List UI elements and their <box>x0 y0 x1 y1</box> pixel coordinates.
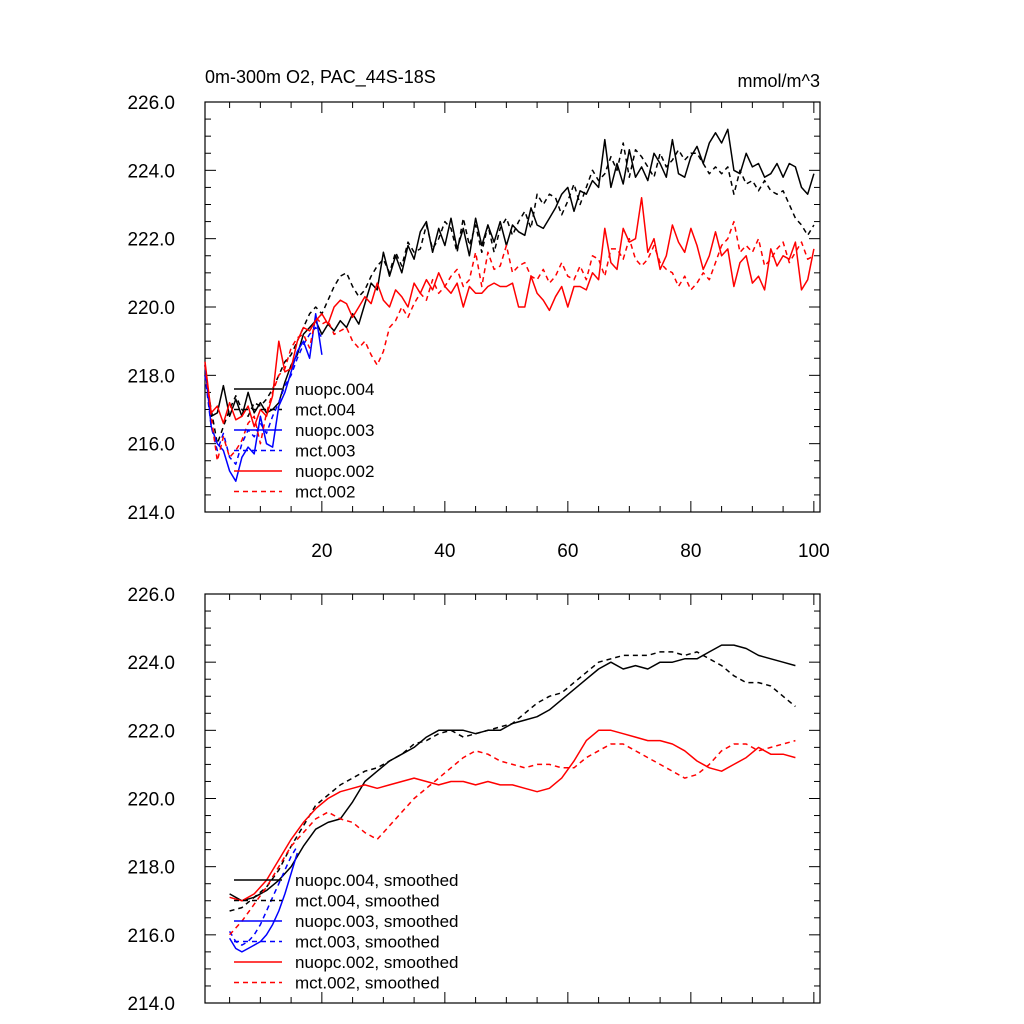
legend-label: mct.004 <box>295 401 355 420</box>
y-tick-label: 226.0 <box>127 585 175 606</box>
y-tick-label: 218.0 <box>127 366 175 387</box>
series-line-mct-002-smoothed <box>229 739 796 936</box>
series-line-mct-002 <box>204 220 815 462</box>
legend-label: nuopc.004, smoothed <box>295 871 459 890</box>
legend-label: mct.004, smoothed <box>295 892 440 911</box>
y-tick-label: 220.0 <box>127 298 175 319</box>
series-line-nuopc-002-smoothed <box>229 729 796 902</box>
legend-label: nuopc.003, smoothed <box>295 912 459 931</box>
units-label: mmol/m^3 <box>738 71 820 91</box>
y-tick-label: 222.0 <box>127 721 175 742</box>
y-tick-label: 216.0 <box>127 926 175 947</box>
top-panel: 0m-300m O2, PAC_44S-18S mmol/m^3 214.0 21… <box>127 67 829 562</box>
y-tick-label: 220.0 <box>127 790 175 811</box>
y-tick-label: 218.0 <box>127 858 175 879</box>
y-tick-label: 226.0 <box>127 93 175 114</box>
series-line-mct-004 <box>204 142 815 445</box>
y-tick-label: 222.0 <box>127 230 175 251</box>
y-tick-label: 224.0 <box>127 653 175 674</box>
legend-label: mct.003 <box>295 442 355 461</box>
x-tick-label: 20 <box>311 541 332 562</box>
chart-title: 0m-300m O2, PAC_44S-18S <box>205 67 436 88</box>
series-line-mct-004-smoothed <box>229 651 796 912</box>
series-line-nuopc-004-smoothed <box>229 644 796 902</box>
legend-label: mct.003, smoothed <box>295 933 440 952</box>
y-tick-label: 216.0 <box>127 435 175 456</box>
x-tick-label: 60 <box>557 541 578 562</box>
legend-label: nuopc.002 <box>295 462 374 481</box>
y-tick-label: 214.0 <box>127 994 175 1015</box>
x-tick-label: 40 <box>434 541 455 562</box>
series-line-nuopc-004 <box>204 128 815 418</box>
legend-label: mct.002, smoothed <box>295 974 440 993</box>
series-line-mct-003-smoothed <box>228 845 298 946</box>
legend-label: nuopc.002, smoothed <box>295 953 459 972</box>
series-line-nuopc-003-smoothed <box>228 852 299 953</box>
legend-label: nuopc.003 <box>295 421 374 440</box>
y-tick-label: 214.0 <box>127 503 175 524</box>
bottom-panel: 214.0 216.0 218.0 220.0 222.0 224.0 226.0 nuopc… <box>127 585 821 1015</box>
y-tick-label: 224.0 <box>127 161 175 182</box>
series-line-nuopc-002 <box>204 196 815 428</box>
legend-label: mct.002 <box>295 483 355 502</box>
x-tick-label: 100 <box>798 541 830 562</box>
legend-label: nuopc.004 <box>295 380 374 399</box>
x-tick-label: 80 <box>680 541 701 562</box>
